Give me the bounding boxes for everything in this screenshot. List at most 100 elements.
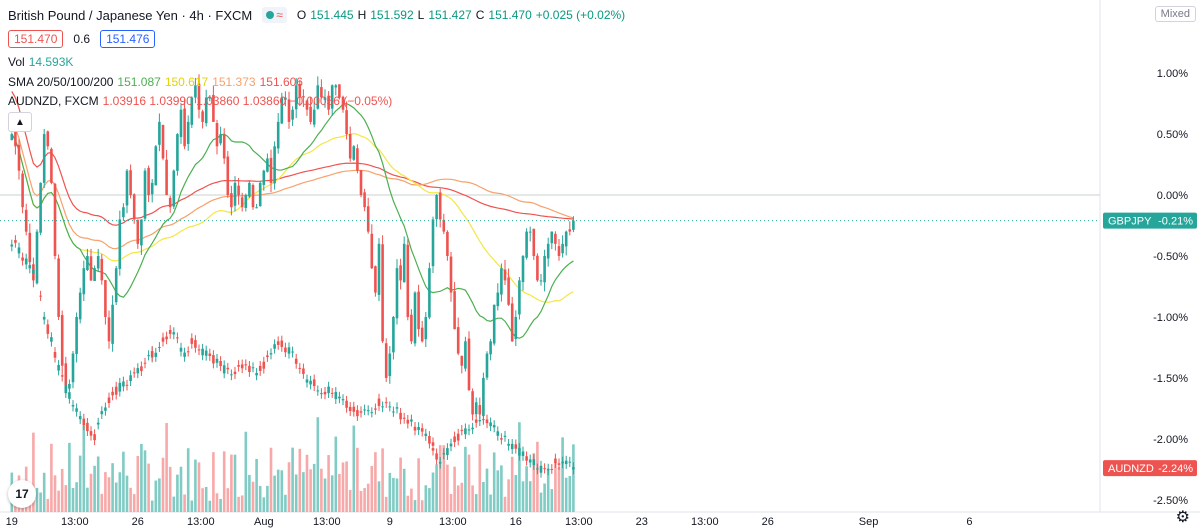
gbpjpy-candle xyxy=(280,97,284,124)
volume-bar xyxy=(413,500,417,512)
sma-legend[interactable]: SMA 20/50/100/200 151.087 150.617 151.37… xyxy=(8,75,303,89)
volume-bar xyxy=(370,466,374,512)
volume-bar xyxy=(136,456,140,512)
gbpjpy-candle xyxy=(183,108,186,147)
scale-mode-button[interactable]: Mixed xyxy=(1154,6,1196,22)
volume-bar xyxy=(215,493,219,512)
volume-bar xyxy=(348,489,352,512)
volume-bar xyxy=(550,489,554,512)
volume-bar xyxy=(356,447,359,512)
gbpjpy-candle xyxy=(496,292,500,307)
audnzd-candle xyxy=(46,324,50,334)
gbpjpy-candle xyxy=(539,280,543,282)
volume-bar xyxy=(222,451,226,512)
gear-icon[interactable]: ⚙ xyxy=(1175,509,1190,526)
audnzd-candle xyxy=(248,365,251,372)
gbpjpy-candle xyxy=(550,231,554,244)
gbpjpy-candle xyxy=(262,170,266,185)
volume-bar xyxy=(147,463,150,512)
volume-bar xyxy=(230,454,233,512)
volume-bar xyxy=(201,488,204,512)
volume-bar xyxy=(327,455,330,512)
collapse-legend-button[interactable]: ▲ xyxy=(8,112,32,132)
volume-bar xyxy=(194,459,197,512)
volume-bar xyxy=(525,466,528,512)
audnzd-candle xyxy=(431,448,435,451)
audnzd-candle xyxy=(449,443,453,447)
audnzd-candle xyxy=(392,411,395,413)
audnzd-last-label-value: -2.24% xyxy=(1158,463,1193,475)
volume-bar xyxy=(179,466,183,512)
audnzd-candle xyxy=(197,349,201,351)
gbpjpy-candle xyxy=(381,244,384,342)
sell-price-button[interactable]: 151.470 xyxy=(8,30,64,48)
audnzd-candle xyxy=(528,459,532,463)
audnzd-candle xyxy=(287,347,291,354)
volume-bar xyxy=(507,479,510,512)
buy-price-button[interactable]: 151.476 xyxy=(100,30,156,48)
gbpjpy-last-label-bg xyxy=(1103,212,1197,229)
audnzd-candle xyxy=(356,410,359,417)
gbpjpy-candle xyxy=(467,338,471,391)
audnzd-candle xyxy=(219,361,222,367)
volume-bar xyxy=(532,453,536,512)
x-tick-label: 23 xyxy=(636,516,648,528)
gbpjpy-candle xyxy=(226,156,230,196)
audnzd-candle xyxy=(521,451,525,456)
gbpjpy-candle xyxy=(413,292,417,344)
x-tick-label: 13:00 xyxy=(61,516,89,528)
audnzd-candle xyxy=(168,329,172,334)
x-tick-label: 19 xyxy=(6,516,18,528)
market-status-toggle[interactable]: ≈ xyxy=(262,7,287,23)
gbpjpy-candle xyxy=(60,315,64,366)
gbpjpy-candle xyxy=(204,97,208,124)
gbpjpy-candle xyxy=(374,266,377,293)
gbpjpy-candle xyxy=(100,258,104,281)
gbpjpy-candle xyxy=(168,197,172,208)
volume-bar xyxy=(57,490,60,512)
volume-bar xyxy=(402,468,406,512)
volume-bar xyxy=(294,474,298,512)
gbpjpy-candle xyxy=(446,231,449,256)
audnzd-candle xyxy=(525,456,528,461)
audnzd-candle xyxy=(374,408,377,410)
audnzd-candle xyxy=(212,355,215,364)
gbpjpy-candle xyxy=(219,134,222,144)
audnzd-candle xyxy=(413,426,417,431)
volume-bar xyxy=(183,494,186,512)
audnzd-candle xyxy=(557,463,561,465)
x-tick-label: 13:00 xyxy=(691,516,719,528)
volume-bar xyxy=(190,500,194,512)
bid-ask-row: 151.470 0.6 151.476 xyxy=(8,30,156,48)
audnzd-candle xyxy=(17,247,21,254)
volume-bar xyxy=(417,458,420,512)
gbpjpy-candle xyxy=(395,268,399,319)
gbpjpy-candle xyxy=(68,384,71,389)
gbpjpy-candle xyxy=(284,97,287,100)
x-tick-label: 13:00 xyxy=(313,516,341,528)
volume-bar xyxy=(546,470,550,512)
gbpjpy-candle xyxy=(143,170,147,219)
volume-bar xyxy=(381,448,384,512)
gbpjpy-candle xyxy=(406,244,410,317)
audnzd-candle xyxy=(140,366,143,372)
audnzd-candle xyxy=(208,353,212,356)
x-tick-label: 13:00 xyxy=(187,516,215,528)
volume-legend[interactable]: Vol 14.593K xyxy=(8,55,73,69)
symbol-legend[interactable]: British Pound / Japanese Yen · 4h · FXCM… xyxy=(8,7,625,23)
audnzd-candle xyxy=(302,368,305,374)
volume-bar xyxy=(456,485,460,512)
compare-legend[interactable]: AUDNZD, FXCM 1.03916 1.03990 1.03860 1.0… xyxy=(8,94,392,108)
volume-bar xyxy=(273,475,276,512)
gbpjpy-candle xyxy=(161,124,165,159)
volume-bar xyxy=(424,485,428,512)
audnzd-candle xyxy=(334,391,338,400)
gbpjpy-candle xyxy=(86,256,89,271)
volume-bar xyxy=(284,494,287,512)
volume-bar xyxy=(428,488,431,512)
volume-bar xyxy=(323,478,327,512)
y-tick-label: 1.00% xyxy=(1157,68,1188,80)
audnzd-candle xyxy=(60,375,64,377)
volume-bar xyxy=(564,477,568,512)
